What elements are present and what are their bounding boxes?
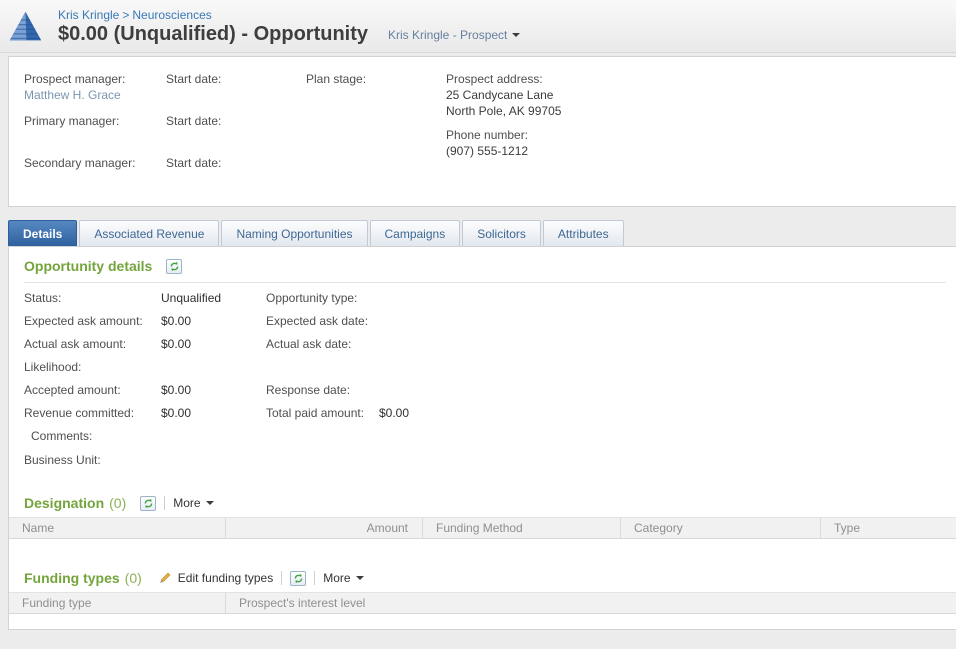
funding-types-refresh-button[interactable] bbox=[290, 570, 307, 586]
funding-types-section-header: Funding types (0) Edit funding types Mor… bbox=[24, 569, 956, 587]
detail-row-revenue: Revenue committed: $0.00 Total paid amou… bbox=[24, 401, 956, 424]
start-date-label-2: Start date: bbox=[166, 114, 222, 128]
designation-col-amount[interactable]: Amount bbox=[225, 518, 422, 538]
revenue-committed-value: $0.00 bbox=[161, 405, 192, 420]
designation-refresh-button[interactable] bbox=[140, 495, 157, 511]
phone-number-label: Phone number: bbox=[446, 128, 529, 142]
funding-types-heading: Funding types bbox=[24, 570, 120, 586]
business-unit-label: Business Unit: bbox=[24, 453, 101, 467]
designation-col-type[interactable]: Type bbox=[820, 518, 956, 538]
tab-attributes[interactable]: Attributes bbox=[542, 220, 624, 247]
refresh-icon bbox=[144, 498, 153, 508]
funding-types-col-type[interactable]: Funding type bbox=[22, 596, 92, 610]
toolbar-divider bbox=[281, 571, 283, 585]
opportunity-details-fields: Status: Unqualified Opportunity type: Ex… bbox=[24, 286, 956, 424]
toolbar-divider bbox=[164, 496, 166, 510]
tab-strip: Details Associated Revenue Naming Opport… bbox=[8, 220, 624, 247]
detail-row-actual-ask: Actual ask amount: $0.00 Actual ask date… bbox=[24, 332, 956, 355]
status-label: Status: bbox=[24, 290, 62, 305]
prospect-address-line2: North Pole, AK 99705 bbox=[446, 104, 562, 118]
comments-label: Comments: bbox=[31, 429, 93, 443]
chevron-down-icon bbox=[205, 501, 214, 505]
actual-ask-date-label: Actual ask date: bbox=[266, 336, 352, 351]
app-logo bbox=[7, 8, 44, 48]
context-selector-dropdown[interactable]: Kris Kringle - Prospect bbox=[388, 28, 521, 42]
refresh-icon bbox=[294, 573, 303, 583]
designation-col-funding-method[interactable]: Funding Method bbox=[422, 518, 620, 538]
top-header-bar: Kris Kringle > Neurosciences $0.00 (Unqual… bbox=[0, 0, 956, 53]
likelihood-label: Likelihood: bbox=[24, 359, 82, 374]
pencil-icon bbox=[159, 572, 171, 583]
expected-ask-date-label: Expected ask date: bbox=[266, 313, 369, 328]
details-tab-content: Opportunity details Status: Unqualified … bbox=[8, 246, 956, 630]
pyramid-logo-icon bbox=[9, 11, 42, 41]
opportunity-type-label: Opportunity type: bbox=[266, 290, 358, 305]
opportunity-summary-panel: Prospect manager: Matthew H. Grace Prima… bbox=[8, 56, 956, 207]
designation-col-name[interactable]: Name bbox=[22, 521, 55, 535]
expected-ask-amount-label: Expected ask amount: bbox=[24, 313, 143, 328]
tab-associated-revenue[interactable]: Associated Revenue bbox=[79, 220, 220, 247]
secondary-manager-label: Secondary manager: bbox=[24, 156, 136, 170]
designation-more-button[interactable]: More bbox=[173, 496, 214, 510]
chevron-down-icon bbox=[512, 33, 521, 37]
designation-col-category[interactable]: Category bbox=[620, 518, 820, 538]
tab-details[interactable]: Details bbox=[8, 220, 78, 247]
funding-types-more-button[interactable]: More bbox=[323, 571, 364, 585]
edit-funding-types-button[interactable]: Edit funding types bbox=[158, 571, 273, 585]
prospect-address-line1: 25 Candycane Lane bbox=[446, 88, 554, 102]
actual-ask-amount-label: Actual ask amount: bbox=[24, 336, 127, 351]
designation-count: (0) bbox=[109, 495, 127, 511]
designation-table-header: Name Amount Funding Method Category Type bbox=[9, 517, 956, 539]
chevron-down-icon bbox=[355, 576, 364, 580]
total-paid-amount-value: $0.00 bbox=[379, 405, 410, 420]
detail-row-likelihood: Likelihood: bbox=[24, 355, 956, 378]
start-date-label-1: Start date: bbox=[166, 72, 222, 86]
funding-types-table-header: Funding type Prospect's interest level bbox=[9, 592, 956, 614]
refresh-button[interactable] bbox=[166, 258, 183, 274]
status-value: Unqualified bbox=[161, 290, 222, 305]
designation-section-header: Designation (0) More bbox=[24, 494, 956, 512]
total-paid-amount-label: Total paid amount: bbox=[266, 405, 365, 420]
tab-campaigns[interactable]: Campaigns bbox=[369, 220, 461, 247]
breadcrumb-separator: > bbox=[122, 8, 130, 22]
funding-types-col-interest[interactable]: Prospect's interest level bbox=[225, 593, 956, 613]
response-date-label: Response date: bbox=[266, 382, 351, 397]
accepted-amount-label: Accepted amount: bbox=[24, 382, 121, 397]
detail-row-accepted: Accepted amount: $0.00 Response date: bbox=[24, 378, 956, 401]
funding-types-count: (0) bbox=[124, 570, 142, 586]
actual-ask-amount-value: $0.00 bbox=[161, 336, 192, 351]
accepted-amount-value: $0.00 bbox=[161, 382, 192, 397]
context-selector-label: Kris Kringle - Prospect bbox=[388, 28, 508, 42]
breadcrumb-link-constituent[interactable]: Kris Kringle bbox=[58, 8, 120, 22]
designation-heading: Designation bbox=[24, 495, 105, 511]
primary-manager-label: Primary manager: bbox=[24, 114, 120, 128]
detail-row-status: Status: Unqualified Opportunity type: bbox=[24, 286, 956, 309]
section-divider bbox=[24, 282, 946, 283]
expected-ask-amount-value: $0.00 bbox=[161, 313, 192, 328]
breadcrumb: Kris Kringle > Neurosciences bbox=[58, 8, 368, 22]
opportunity-details-heading: Opportunity details bbox=[24, 258, 153, 274]
revenue-committed-label: Revenue committed: bbox=[24, 405, 135, 420]
plan-stage-label: Plan stage: bbox=[306, 72, 367, 86]
detail-row-expected-ask: Expected ask amount: $0.00 Expected ask … bbox=[24, 309, 956, 332]
phone-number-value: (907) 555-1212 bbox=[446, 144, 529, 158]
refresh-icon bbox=[170, 261, 179, 271]
tab-solicitors[interactable]: Solicitors bbox=[462, 220, 541, 247]
tab-naming-opportunities[interactable]: Naming Opportunities bbox=[221, 220, 368, 247]
breadcrumb-link-plan[interactable]: Neurosciences bbox=[132, 8, 212, 22]
prospect-manager-link[interactable]: Matthew H. Grace bbox=[24, 88, 121, 102]
prospect-manager-label: Prospect manager: bbox=[24, 72, 126, 86]
toolbar-divider bbox=[314, 571, 316, 585]
start-date-label-3: Start date: bbox=[166, 156, 222, 170]
page-title: $0.00 (Unqualified) - Opportunity bbox=[58, 23, 369, 45]
prospect-address-label: Prospect address: bbox=[446, 72, 543, 86]
